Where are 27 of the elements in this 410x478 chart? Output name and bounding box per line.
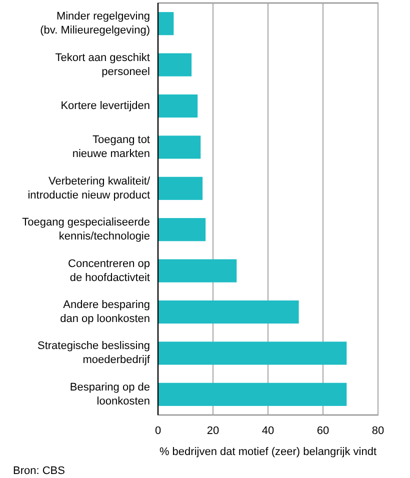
- bar: [158, 342, 347, 365]
- y-tick-label: Besparing op de loonkosten: [70, 381, 150, 408]
- bar: [158, 53, 192, 76]
- bar: [158, 94, 198, 118]
- x-tick-label: 40: [262, 425, 274, 437]
- y-tick-label: Tekort aan geschikt personeel: [55, 52, 150, 78]
- y-tick-label: Concentreren op de hoofdactivteit: [68, 258, 150, 284]
- y-tick-label: Toegang gespecialiseerde kennis/technologie: [22, 216, 150, 243]
- x-tick-label: 80: [372, 425, 384, 437]
- y-tick-label: Minder regelgeving (bv. Milieuregelgeving): [40, 10, 150, 37]
- bar: [158, 218, 206, 242]
- x-tick-label: 60: [316, 425, 330, 437]
- bar: [158, 12, 174, 36]
- y-tick-label: Kortere levertijden: [60, 100, 150, 112]
- bar: [158, 300, 299, 324]
- y-tick-label: Toegang tot nieuwe markten: [72, 134, 150, 160]
- y-tick-label: Andere besparing dan op loonkosten: [60, 299, 150, 325]
- text: Bron: CBS: [13, 465, 65, 477]
- x-tick-label: 20: [206, 425, 220, 437]
- bar: [158, 136, 201, 159]
- x-tick-label: 0: [154, 425, 162, 437]
- x-axis-title: % bedrijven dat motief (zeer) belangrijk vindt: [159, 446, 377, 458]
- bar: [158, 382, 347, 406]
- bar: [158, 259, 237, 282]
- y-tick-label: Strategische beslissing moederbedrijf: [37, 340, 151, 366]
- bar: [158, 176, 203, 200]
- y-tick-label: Verbetering kwaliteit/ introductie nieuw product: [28, 175, 151, 202]
